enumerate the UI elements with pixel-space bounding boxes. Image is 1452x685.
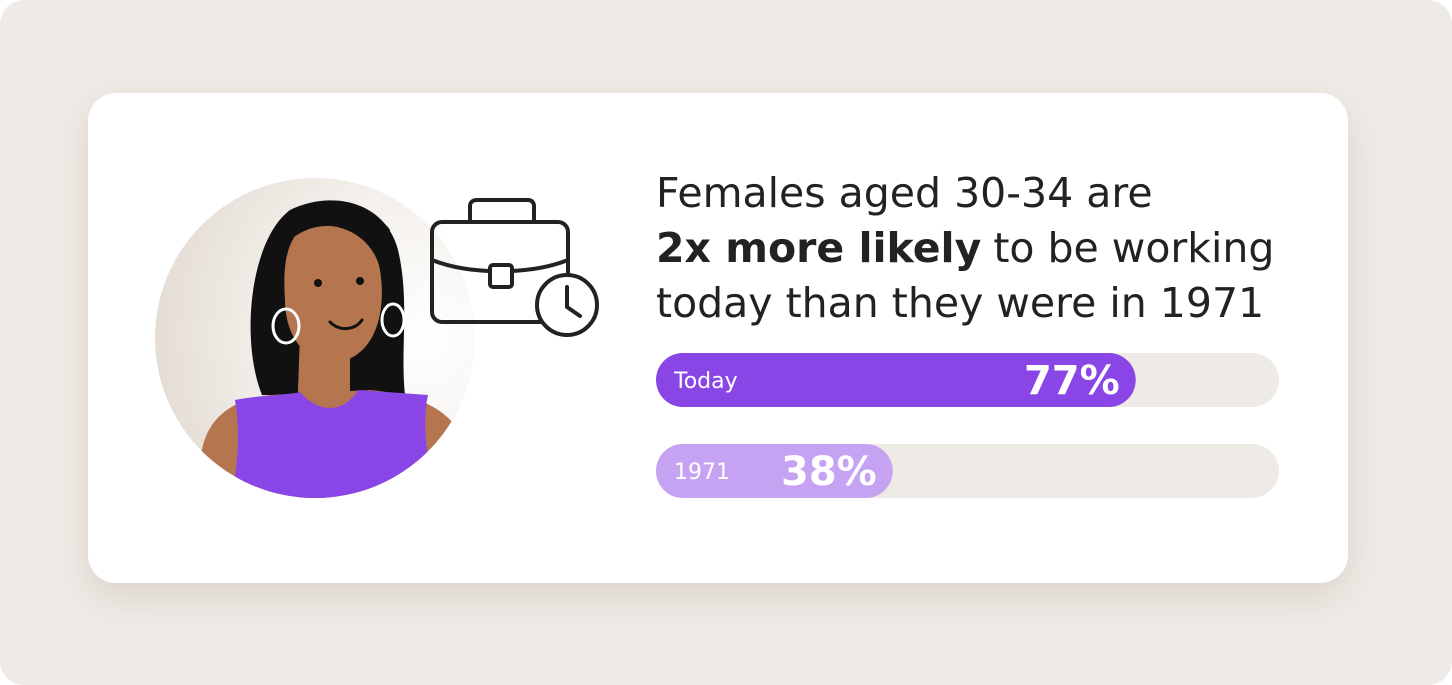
face [284, 225, 382, 362]
eye [314, 279, 322, 287]
bar-chart: Today 77% 1971 38% [656, 353, 1279, 498]
category-label: Today [673, 369, 738, 394]
value-label: 77% [1024, 358, 1120, 404]
briefcase-icon [430, 198, 599, 337]
bar [656, 353, 1136, 407]
illustration [155, 178, 599, 498]
value-label: 38% [781, 449, 877, 495]
title-segment: 2x more likely [656, 224, 981, 272]
title: Females aged 30-34 are 2x more likely to b… [656, 169, 1274, 327]
eye [356, 277, 364, 285]
earring [380, 302, 406, 338]
title-segment: today than they were in 1971 [656, 279, 1264, 327]
title-segment: to be working [993, 224, 1274, 272]
bar [656, 444, 893, 498]
fringe [285, 206, 390, 255]
mouth [328, 318, 364, 330]
category-label: 1971 [674, 460, 730, 485]
earring [271, 307, 301, 345]
title-segment: Females aged 30-34 are [656, 169, 1153, 217]
